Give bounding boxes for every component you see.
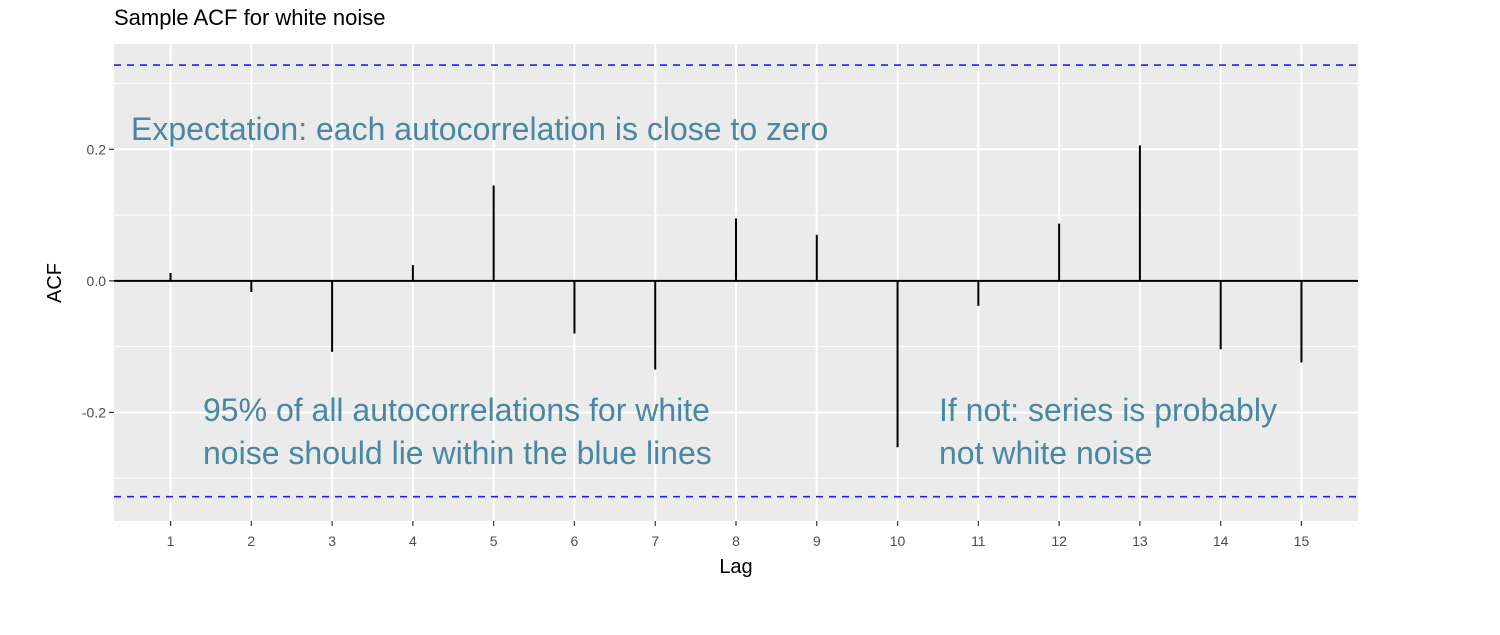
annotation-bounds-line2: noise should lie within the blue lines bbox=[203, 435, 712, 471]
x-tick-label: 5 bbox=[490, 533, 498, 549]
chart-title: Sample ACF for white noise bbox=[114, 5, 385, 30]
annotation-not-white-noise-line2: not white noise bbox=[939, 435, 1152, 471]
x-tick-label: 1 bbox=[167, 533, 175, 549]
y-axis-title: ACF bbox=[44, 263, 66, 303]
y-tick-label: 0.0 bbox=[87, 273, 107, 289]
x-tick-label: 14 bbox=[1213, 533, 1229, 549]
x-tick-label: 10 bbox=[890, 533, 906, 549]
x-tick-label: 15 bbox=[1294, 533, 1310, 549]
x-tick-label: 8 bbox=[732, 533, 740, 549]
x-tick-label: 7 bbox=[651, 533, 659, 549]
x-tick-label: 4 bbox=[409, 533, 417, 549]
annotation-expectation: Expectation: each autocorrelation is clo… bbox=[131, 111, 828, 147]
x-tick-label: 9 bbox=[813, 533, 821, 549]
acf-bars bbox=[114, 145, 1358, 448]
x-tick-label: 2 bbox=[247, 533, 255, 549]
y-tick-label: -0.2 bbox=[82, 404, 106, 420]
x-tick-label: 13 bbox=[1132, 533, 1148, 549]
x-tick-label: 12 bbox=[1051, 533, 1067, 549]
annotation-not-white-noise-line1: If not: series is probably bbox=[939, 392, 1277, 428]
x-tick-label: 11 bbox=[971, 533, 986, 549]
x-tick-label: 3 bbox=[328, 533, 336, 549]
annotation-bounds-line1: 95% of all autocorrelations for white bbox=[203, 392, 710, 428]
x-axis-ticks: 1 2 3 4 5 6 7 8 9 10 11 12 13 14 15 bbox=[167, 521, 1310, 549]
x-axis-title: Lag bbox=[719, 556, 752, 578]
y-axis-ticks: -0.2 0.0 0.2 bbox=[82, 141, 114, 420]
x-tick-label: 6 bbox=[571, 533, 579, 549]
y-tick-label: 0.2 bbox=[87, 141, 107, 157]
